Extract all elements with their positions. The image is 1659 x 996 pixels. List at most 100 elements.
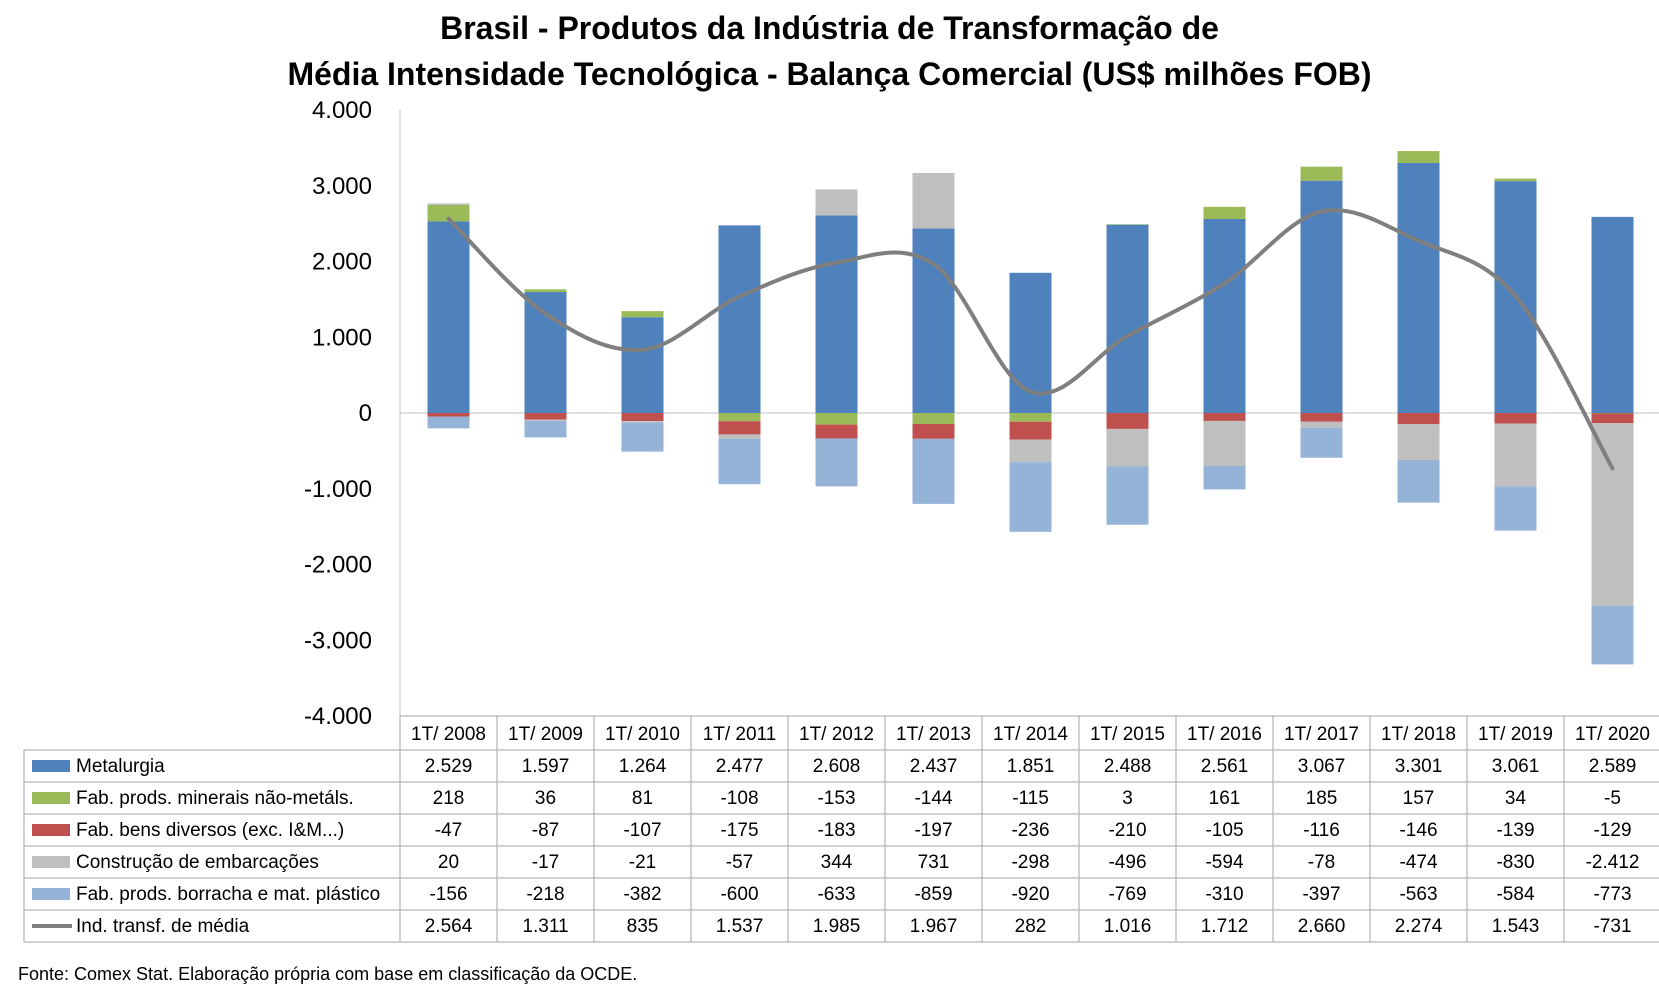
data-label: -139 (1496, 820, 1534, 841)
bar-segment (912, 423, 955, 439)
data-label: 1.311 (522, 916, 568, 937)
legend-key-swatch (32, 856, 70, 868)
data-label: -397 (1302, 884, 1340, 905)
data-label: -563 (1399, 884, 1437, 905)
bar-segment (1009, 421, 1052, 440)
y-tick-label: 0 (359, 400, 372, 427)
data-label: -183 (817, 820, 855, 841)
bar-segment (815, 413, 858, 425)
bar-segment (815, 424, 858, 439)
category-label: 1T/ 2017 (1284, 724, 1359, 745)
bar-segment (1591, 423, 1634, 606)
data-label: -156 (429, 884, 467, 905)
data-label: 2.561 (1201, 756, 1249, 777)
data-label: 36 (535, 788, 556, 809)
bar-segment (427, 203, 470, 205)
data-label: 34 (1505, 788, 1527, 809)
data-label: 344 (821, 852, 853, 873)
y-tick-label: -1.000 (304, 476, 372, 503)
data-label: 1.967 (910, 916, 958, 937)
bar-segment (815, 438, 858, 487)
data-label: 20 (438, 852, 459, 873)
bar-segment (1300, 166, 1343, 181)
bar-segment (427, 416, 470, 429)
category-label: 1T/ 2016 (1187, 724, 1262, 745)
bar-segment (524, 292, 567, 413)
data-label: -496 (1108, 852, 1146, 873)
data-label: -731 (1593, 916, 1631, 937)
y-tick-label: 1.000 (312, 324, 372, 351)
data-label: 81 (632, 788, 653, 809)
data-label: 1.264 (619, 756, 667, 777)
bar-segment (1106, 224, 1149, 225)
data-label: 2.589 (1589, 756, 1637, 777)
data-label: 3.067 (1298, 756, 1346, 777)
data-label: 2.564 (425, 916, 473, 937)
bar-segment (621, 422, 664, 452)
data-label: 2.608 (813, 756, 861, 777)
legend-key-swatch (32, 792, 70, 804)
series-label: Fab. prods. borracha e mat. plástico (76, 884, 380, 905)
data-label: 2.477 (716, 756, 764, 777)
data-label: -115 (1012, 788, 1049, 809)
bar-segment (815, 215, 858, 413)
legend-key-swatch (32, 824, 70, 836)
bar-segment (1203, 219, 1246, 413)
bar-segment (1106, 224, 1149, 413)
data-label: -773 (1593, 884, 1631, 905)
data-label: -584 (1496, 884, 1534, 905)
bar-segment (1300, 413, 1343, 422)
data-label: 1.985 (813, 916, 861, 937)
data-label: -236 (1011, 820, 1049, 841)
data-label: 2.437 (910, 756, 958, 777)
bar-segment (1203, 420, 1246, 466)
bar-segment (1591, 413, 1634, 414)
data-label: -859 (914, 884, 952, 905)
legend-key-swatch (32, 760, 70, 772)
data-label: -116 (1303, 820, 1340, 841)
data-label: -310 (1205, 884, 1243, 905)
data-label: -2.412 (1586, 852, 1640, 873)
bar-segment (427, 413, 470, 417)
y-tick-label: 4.000 (312, 97, 372, 124)
series-label: Construção de embarcações (76, 852, 319, 873)
bar-segment (524, 413, 567, 420)
y-tick-label: -3.000 (304, 627, 372, 654)
data-label: 185 (1306, 788, 1338, 809)
data-label: -87 (532, 820, 559, 841)
data-label: -57 (726, 852, 753, 873)
data-label: -21 (629, 852, 656, 873)
bar-segment (718, 421, 761, 435)
data-label: 2.660 (1298, 916, 1346, 937)
legend-key-swatch (32, 888, 70, 900)
series-label: Metalurgia (76, 756, 165, 777)
category-label: 1T/ 2020 (1575, 724, 1650, 745)
data-label: 3.301 (1395, 756, 1443, 777)
bar-segment (621, 311, 664, 318)
bar-segment (718, 413, 761, 422)
bar-segment (912, 413, 955, 424)
bar-segment (1397, 151, 1440, 163)
bar-segment (718, 438, 761, 485)
data-label: 282 (1015, 916, 1047, 937)
category-label: 1T/ 2013 (896, 724, 971, 745)
chart-title-line-2: Média Intensidade Tecnológica - Balança … (287, 56, 1372, 92)
bar-segment (1009, 413, 1052, 422)
category-label: 1T/ 2019 (1478, 724, 1553, 745)
data-label: -769 (1108, 884, 1146, 905)
bar-segment (1203, 206, 1246, 220)
y-tick-label: 3.000 (312, 173, 372, 200)
data-label: -382 (623, 884, 661, 905)
data-label: -218 (526, 884, 564, 905)
bar-segment (718, 225, 761, 413)
data-label: -107 (623, 820, 661, 841)
data-label: -5 (1604, 788, 1621, 809)
data-label: 3 (1122, 788, 1133, 809)
bar-segment (1494, 413, 1537, 424)
bar-segment (1397, 413, 1440, 425)
total-series-line (446, 208, 1615, 471)
category-label: 1T/ 2011 (703, 724, 777, 745)
chart-title-line-1: Brasil - Produtos da Indústria de Transf… (440, 10, 1219, 46)
series-label: Ind. transf. de média (76, 916, 250, 937)
data-label: -830 (1496, 852, 1534, 873)
